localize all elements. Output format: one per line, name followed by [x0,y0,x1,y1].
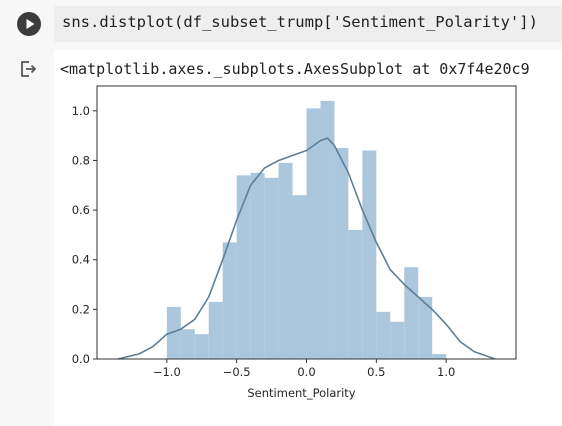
histogram-bar [334,148,349,359]
x-tick-label: 1.0 [437,365,455,379]
histogram-bar [376,311,391,359]
y-tick-label: 1.0 [72,104,90,118]
histogram-bar [236,175,251,359]
y-tick-label: 0.0 [72,352,90,366]
histogram-bar [320,100,335,360]
distplot-chart: −1.0 −0.5 0.0 0.5 1.0 0.0 0.2 0.4 0.6 0.8 1.0 Senti… [72,85,517,400]
histogram-bar [348,229,363,359]
histogram-bar [306,108,321,359]
code-editor[interactable]: sns.distplot(df_subset_trump['Sentiment_… [54,6,562,42]
y-tick-label: 0.8 [72,153,90,167]
x-tick-label: 0.5 [367,365,385,379]
histogram-bar [404,267,419,359]
histogram-bar [250,172,265,359]
y-tick-label: 0.4 [72,253,90,267]
x-tick-label: −1.0 [153,365,181,379]
y-tick-label: 0.6 [72,203,90,217]
histogram-bar [418,296,433,359]
play-icon [26,19,35,29]
histogram-bar [432,354,447,359]
x-axis-label: Sentiment_Polarity [247,386,355,400]
histogram-bar [194,334,209,359]
histogram-bar [166,306,181,359]
output-arrow-icon[interactable] [20,60,38,78]
output-repr-text: <matplotlib.axes._subplots.AxesSubplot a… [60,60,530,78]
x-tick-label: 0.0 [297,365,315,379]
histogram-bar [390,321,405,359]
output-area: <matplotlib.axes._subplots.AxesSubplot a… [54,50,562,426]
histogram-bar [208,301,223,359]
histogram-bar [292,195,307,359]
y-tick-label: 0.2 [72,302,90,316]
kde-line [117,137,496,360]
histogram-bar [362,150,377,359]
histogram-bar [180,329,195,359]
histogram-bar [264,177,279,359]
run-cell-button[interactable] [17,12,41,36]
code-text: sns.distplot(df_subset_trump['Sentiment_… [62,13,538,31]
histogram-bar [222,242,237,359]
histogram-bar [278,162,293,359]
x-tick-label: −0.5 [223,365,251,379]
